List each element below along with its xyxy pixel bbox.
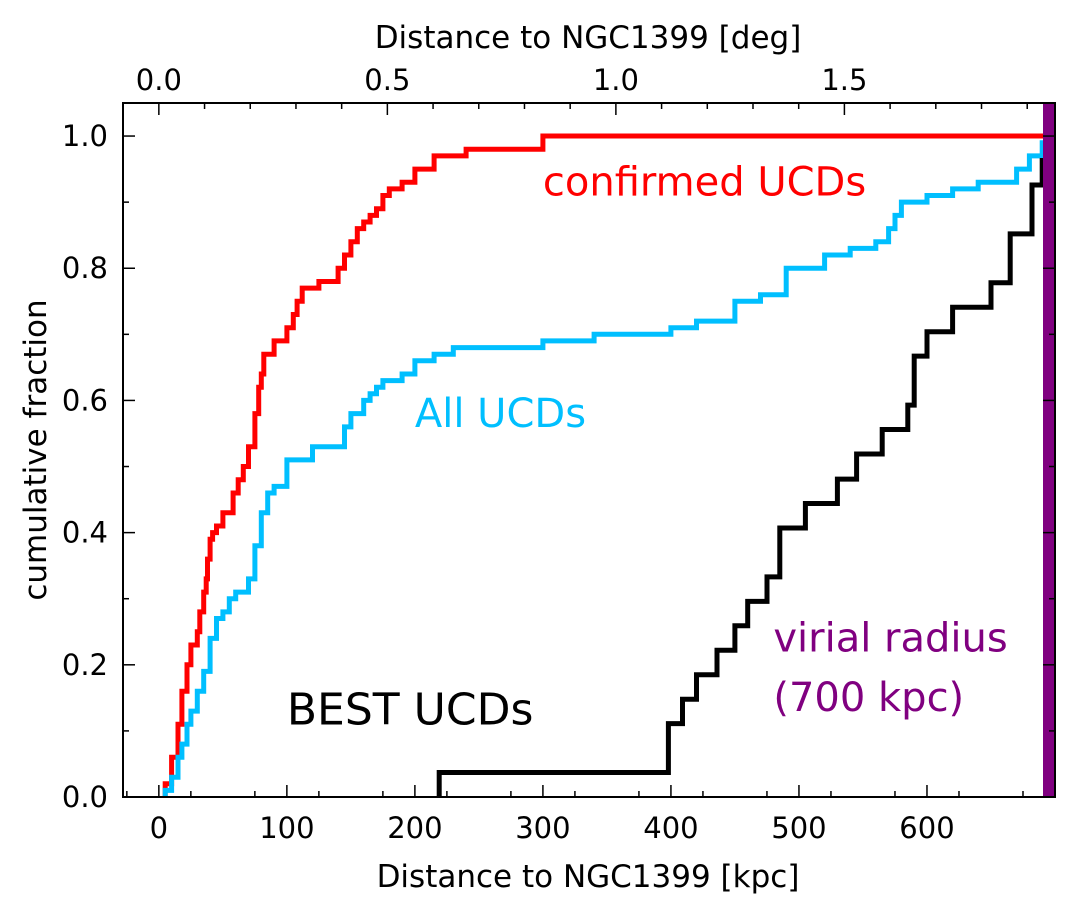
y-axis-title: cumulative fraction: [18, 299, 54, 600]
series-line-best-ucds: [436, 136, 1055, 797]
annotation-layer: confirmed UCDs All UCDs BEST UCDs virial ra…: [287, 160, 1008, 736]
top-x-tick-label: 0.5: [364, 63, 410, 97]
x-axis-title: Distance to NGC1399 [kpc]: [377, 859, 800, 895]
x-tick-label: 400: [643, 811, 698, 845]
top-x-tick-label: 1.0: [593, 63, 639, 97]
series-layer: [162, 133, 1055, 797]
y-tick-label: 0.6: [62, 383, 108, 417]
series-line-all-ucds: [162, 136, 1055, 797]
x-tick-label: 500: [771, 811, 826, 845]
series-line-confirmed-ucds: [162, 133, 1055, 797]
x-tick-label: 100: [259, 811, 314, 845]
y-tick-label: 1.0: [62, 119, 108, 153]
top-x-tick-label: 1.5: [821, 63, 867, 97]
y-tick-label: 0.8: [62, 251, 108, 285]
plot-frame: [122, 102, 1056, 798]
label-layer: 0 100 200 300 400 500 600 0.0 0.2 0.4 0.6 0.8 1.0 0.0…: [62, 63, 955, 845]
y-tick-label: 0.4: [62, 516, 108, 550]
annotation-700-kpc: (700 kpc): [773, 675, 964, 721]
annotation-all-ucds: All UCDs: [415, 391, 586, 437]
y-tick-label: 0.2: [62, 648, 108, 682]
annotation-confirmed-ucds: confirmed UCDs: [543, 160, 866, 206]
x-tick-label: 300: [515, 811, 570, 845]
x-tick-label: 600: [899, 811, 954, 845]
y-tick-label: 0.0: [62, 780, 108, 814]
x-tick-label: 0: [150, 811, 168, 845]
top-x-tick-label: 0.0: [136, 63, 182, 97]
x-tick-label: 200: [387, 811, 442, 845]
annotation-best-ucds: BEST UCDs: [287, 684, 534, 735]
top-x-axis-title: Distance to NGC1399 [deg]: [375, 20, 802, 56]
annotation-virial-radius: virial radius: [773, 616, 1007, 662]
